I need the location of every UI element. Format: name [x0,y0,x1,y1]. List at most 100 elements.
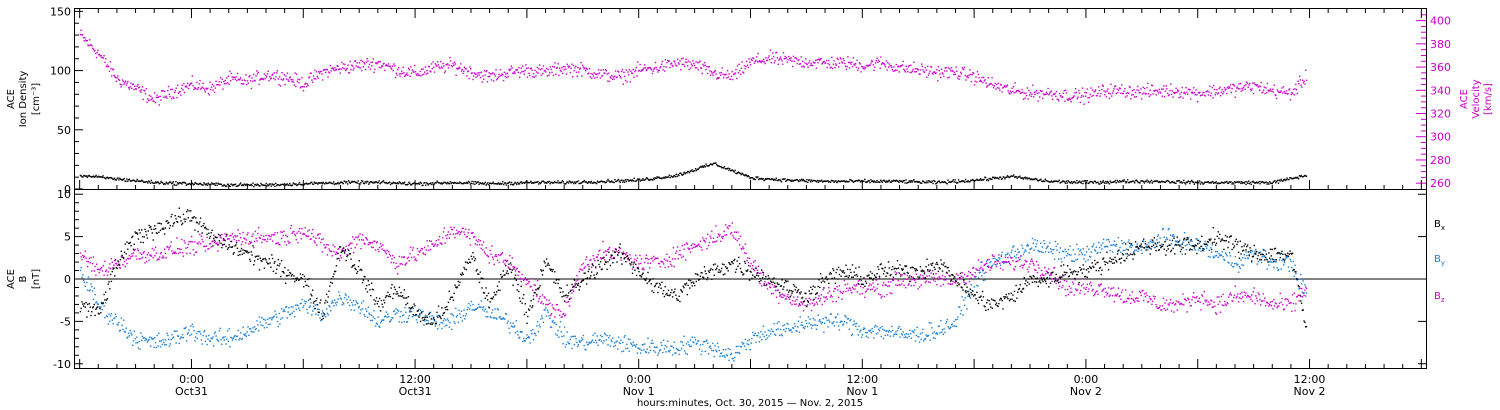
density-series-point [268,185,270,187]
by-series-point [289,314,291,316]
density-series-point [347,179,350,182]
density-series-point [380,182,382,184]
velocity-series-point [563,68,565,71]
density-series-point [396,182,399,184]
density-series-point [1207,181,1209,183]
velocity-series-point [131,83,134,86]
velocity-series-point [180,94,182,96]
by-series-point [983,272,985,274]
velocity-series-point [619,76,621,78]
velocity-series-point [910,64,912,66]
by-series-point [395,308,397,310]
velocity-series-point [986,85,989,87]
by-series-point [1217,256,1219,258]
by-series-point [130,332,132,334]
bz-series-point [412,247,414,249]
by-series-point [796,330,798,332]
density-series-point [858,179,861,182]
density-series-point [1015,176,1018,178]
velocity-series-point [1220,91,1223,93]
by-series-point [914,340,917,342]
velocity-series-point [199,80,201,82]
bz-series-point [82,256,85,259]
density-series-point [660,177,663,180]
density-series-point [1076,180,1078,182]
velocity-series-point [755,59,757,62]
velocity-series-point [1273,84,1275,86]
density-series-point [1007,176,1010,178]
by-series-point [172,336,175,338]
density-series-point [213,183,216,185]
velocity-series-point [204,91,207,93]
density-series-point [772,179,775,181]
density-series-point [881,181,883,183]
velocity-series-point [712,74,714,76]
velocity-series-point [749,61,751,63]
bz-series-point [446,234,449,236]
by-series-point [300,302,302,305]
by-series-point [1058,258,1060,260]
by-series-point [105,315,108,317]
velocity-series-point [663,65,665,68]
density-series-point [1150,179,1153,182]
density-series-point [911,181,913,183]
density-series-point [467,182,469,184]
density-series-point [802,178,805,181]
by-series-point [255,327,257,330]
by-series-point [909,329,911,331]
by-series-point [803,327,805,330]
density-series-point [104,177,106,179]
by-series-point [1085,251,1088,253]
density-series-point [274,185,276,188]
density-series-point [756,177,758,179]
by-series-point [1017,251,1020,254]
density-series-point [609,181,611,183]
bz-series-point [357,236,359,239]
density-series-point [85,175,88,177]
velocity-series-point [766,59,769,61]
density-series-point [1191,179,1193,182]
velocity-series-point [161,90,164,92]
by-series-point [845,316,847,318]
by-series-point [740,346,742,348]
bz-series-point [375,242,378,244]
velocity-series-point [852,57,854,59]
by-series-point [424,314,427,317]
by-series-point [247,326,249,328]
plot-frames [74,8,1427,369]
by-series-point [471,309,473,311]
bz-series-point [441,243,443,245]
bz-series-point [355,236,357,238]
velocity-series-point [132,83,134,85]
by-series-point [838,329,841,331]
velocity-series-point [425,73,427,75]
by-series-point [709,345,711,347]
by-series-point [665,351,667,353]
velocity-series-point [438,66,440,68]
by-series-point [407,317,410,319]
by-series-point [581,337,583,339]
velocity-series-point [744,68,746,70]
velocity-series-point [461,69,463,71]
velocity-series-point [711,72,713,74]
velocity-series-point [957,75,960,77]
by-series-point [262,318,265,320]
by-series-point [107,323,109,325]
density-series-point [226,183,229,185]
bz-series-point [308,229,311,231]
velocity-series-point [910,71,913,74]
bz-series-point [167,246,169,248]
velocity-series-point [967,76,969,79]
bz-series-point [443,227,446,229]
density-series-point [226,185,228,187]
density-series-point [167,183,169,185]
velocity-series-point [234,78,236,80]
velocity-series-point [840,58,842,60]
density-series-point [507,182,509,185]
velocity-series-point [399,75,401,77]
velocity-series-point [499,69,502,71]
velocity-series-point [554,62,556,64]
by-series-point [168,345,171,347]
velocity-series-point [282,79,284,81]
by-series-point [735,345,738,348]
